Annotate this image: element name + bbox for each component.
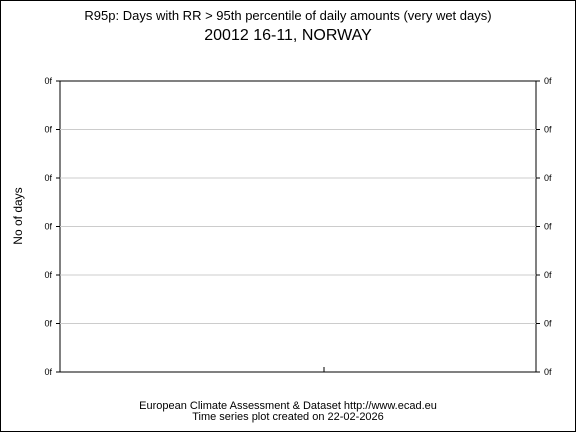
footer-credit: European Climate Assessment & Dataset ht… xyxy=(139,400,437,412)
y-tick-label-left: 0f xyxy=(44,270,52,280)
y-tick-label-right: 0f xyxy=(544,125,552,135)
y-tick-label-right: 0f xyxy=(544,270,552,280)
y-tick-label-left: 0f xyxy=(44,173,52,183)
chart-subtitle: 20012 16-11, NORWAY xyxy=(204,27,372,44)
y-tick-label-right: 0f xyxy=(544,319,552,329)
y-tick-label-right: 0f xyxy=(544,367,552,377)
y-axis-right: 0f 0f 0f 0f 0f 0f 0f xyxy=(536,76,552,377)
y-tick-label-left: 0f xyxy=(44,76,52,86)
y-tick-label-left: 0f xyxy=(44,125,52,135)
y-tick-label-right: 0f xyxy=(544,76,552,86)
y-axis-left: 0f 0f 0f 0f 0f 0f 0f xyxy=(44,76,60,377)
y-tick-label-left: 0f xyxy=(44,222,52,232)
y-tick-label-right: 0f xyxy=(544,222,552,232)
y-tick-label-left: 0f xyxy=(44,367,52,377)
gridlines xyxy=(60,129,536,324)
y-tick-label-right: 0f xyxy=(544,173,552,183)
footer-created: Time series plot created on 22-02-2026 xyxy=(192,411,384,423)
chart-title: R95p: Days with RR > 95th percentile of … xyxy=(84,8,492,23)
y-tick-label-left: 0f xyxy=(44,319,52,329)
